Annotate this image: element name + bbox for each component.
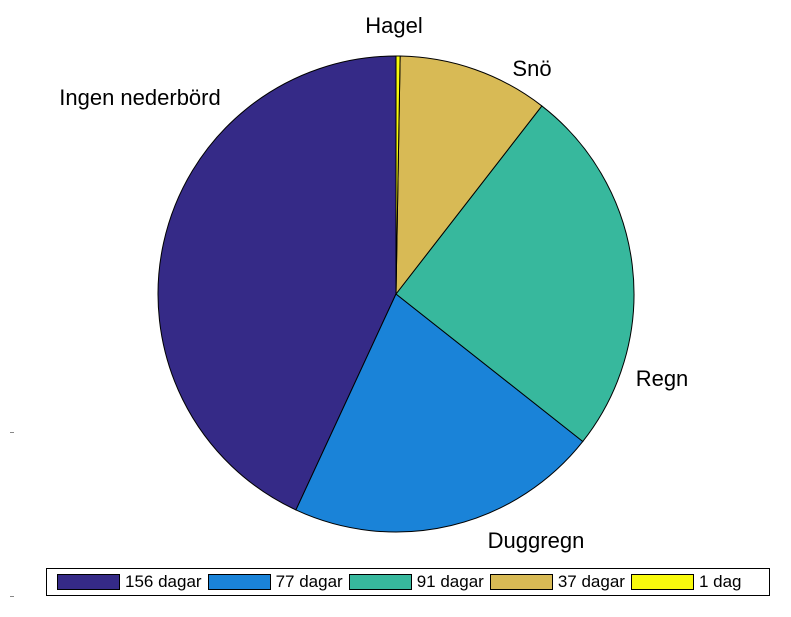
pie-slice — [157, 55, 397, 511]
legend-item: 156 dagar — [57, 572, 202, 592]
legend-swatch — [630, 574, 694, 590]
slice-label: Duggregn — [488, 528, 585, 553]
legend-swatch — [489, 574, 553, 590]
legend-label: 77 dagar — [275, 572, 343, 591]
legend-label: 91 dagar — [416, 572, 484, 591]
chart-legend: 156 dagar 77 dagar 91 dagar 37 dagar 1 dag — [46, 568, 770, 596]
legend-label: 1 dag — [698, 572, 742, 591]
slice-label: Regn — [636, 366, 689, 391]
axis-tick-mark — [10, 432, 14, 433]
pie-slice — [395, 55, 401, 295]
slice-label: Hagel — [365, 13, 422, 38]
legend-label: 156 dagar — [125, 572, 202, 591]
pie-labels: Ingen nederbörd Duggregn Regn Snö Hagel — [59, 13, 688, 553]
axis-tick-mark — [10, 596, 14, 597]
pie-slice — [395, 105, 635, 443]
legend-swatch — [57, 574, 120, 590]
pie-slices — [157, 55, 635, 533]
legend-item: 77 dagar — [207, 572, 343, 592]
legend-item: 1 dag — [630, 572, 742, 592]
legend-swatch — [207, 574, 271, 590]
legend-item: 37 dagar — [489, 572, 625, 592]
legend-label: 37 dagar — [557, 572, 625, 591]
legend-item: 91 dagar — [348, 572, 484, 592]
legend-swatch — [348, 574, 412, 590]
slice-label: Snö — [512, 56, 551, 81]
pie-slice — [295, 293, 584, 533]
slice-label: Ingen nederbörd — [59, 85, 220, 110]
pie-slice — [395, 55, 543, 296]
